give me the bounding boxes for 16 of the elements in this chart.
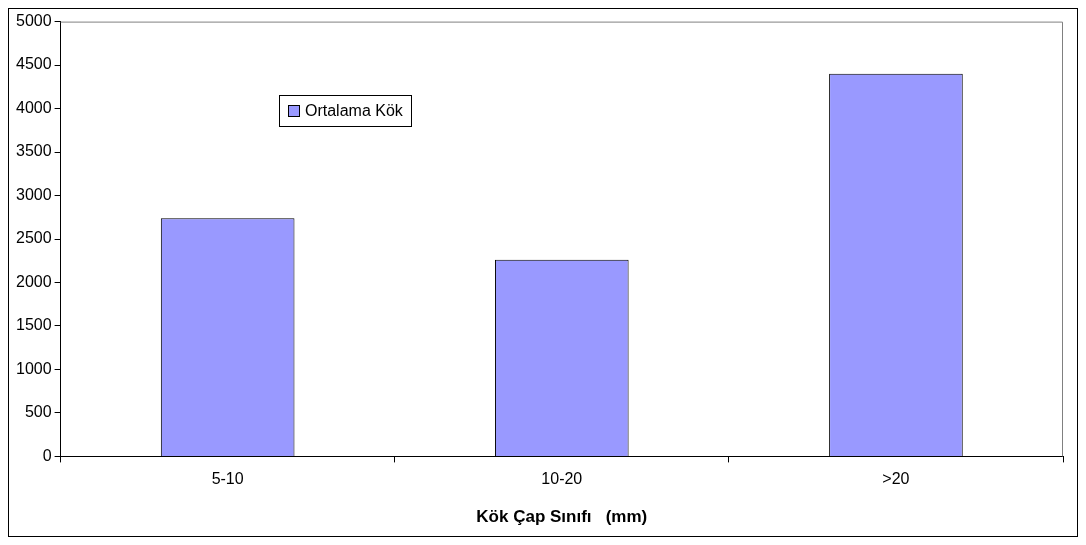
y-tick-label: 2500 [16,229,52,247]
legend-label: Ortalama Kök [305,102,403,120]
y-tick-label: 500 [24,403,52,421]
x-axis-title: Kök Çap Sınıfı (mm) [476,507,648,527]
y-tick-label: 2000 [16,272,52,290]
y-tick-label: 3500 [16,142,52,160]
x-tick-label: 10-20 [541,470,583,488]
y-tick-label: 4500 [16,55,52,73]
y-tick-label: 1000 [16,359,52,377]
x-tick-label: >20 [882,470,910,488]
y-tick-label: 3000 [16,185,52,203]
y-tick-label: 4000 [16,98,52,116]
y-tick-label: 0 [42,446,52,464]
x-tick-label: 5-10 [211,470,244,488]
y-tick-label: 1500 [16,316,52,334]
y-tick-label: 5000 [16,12,52,30]
